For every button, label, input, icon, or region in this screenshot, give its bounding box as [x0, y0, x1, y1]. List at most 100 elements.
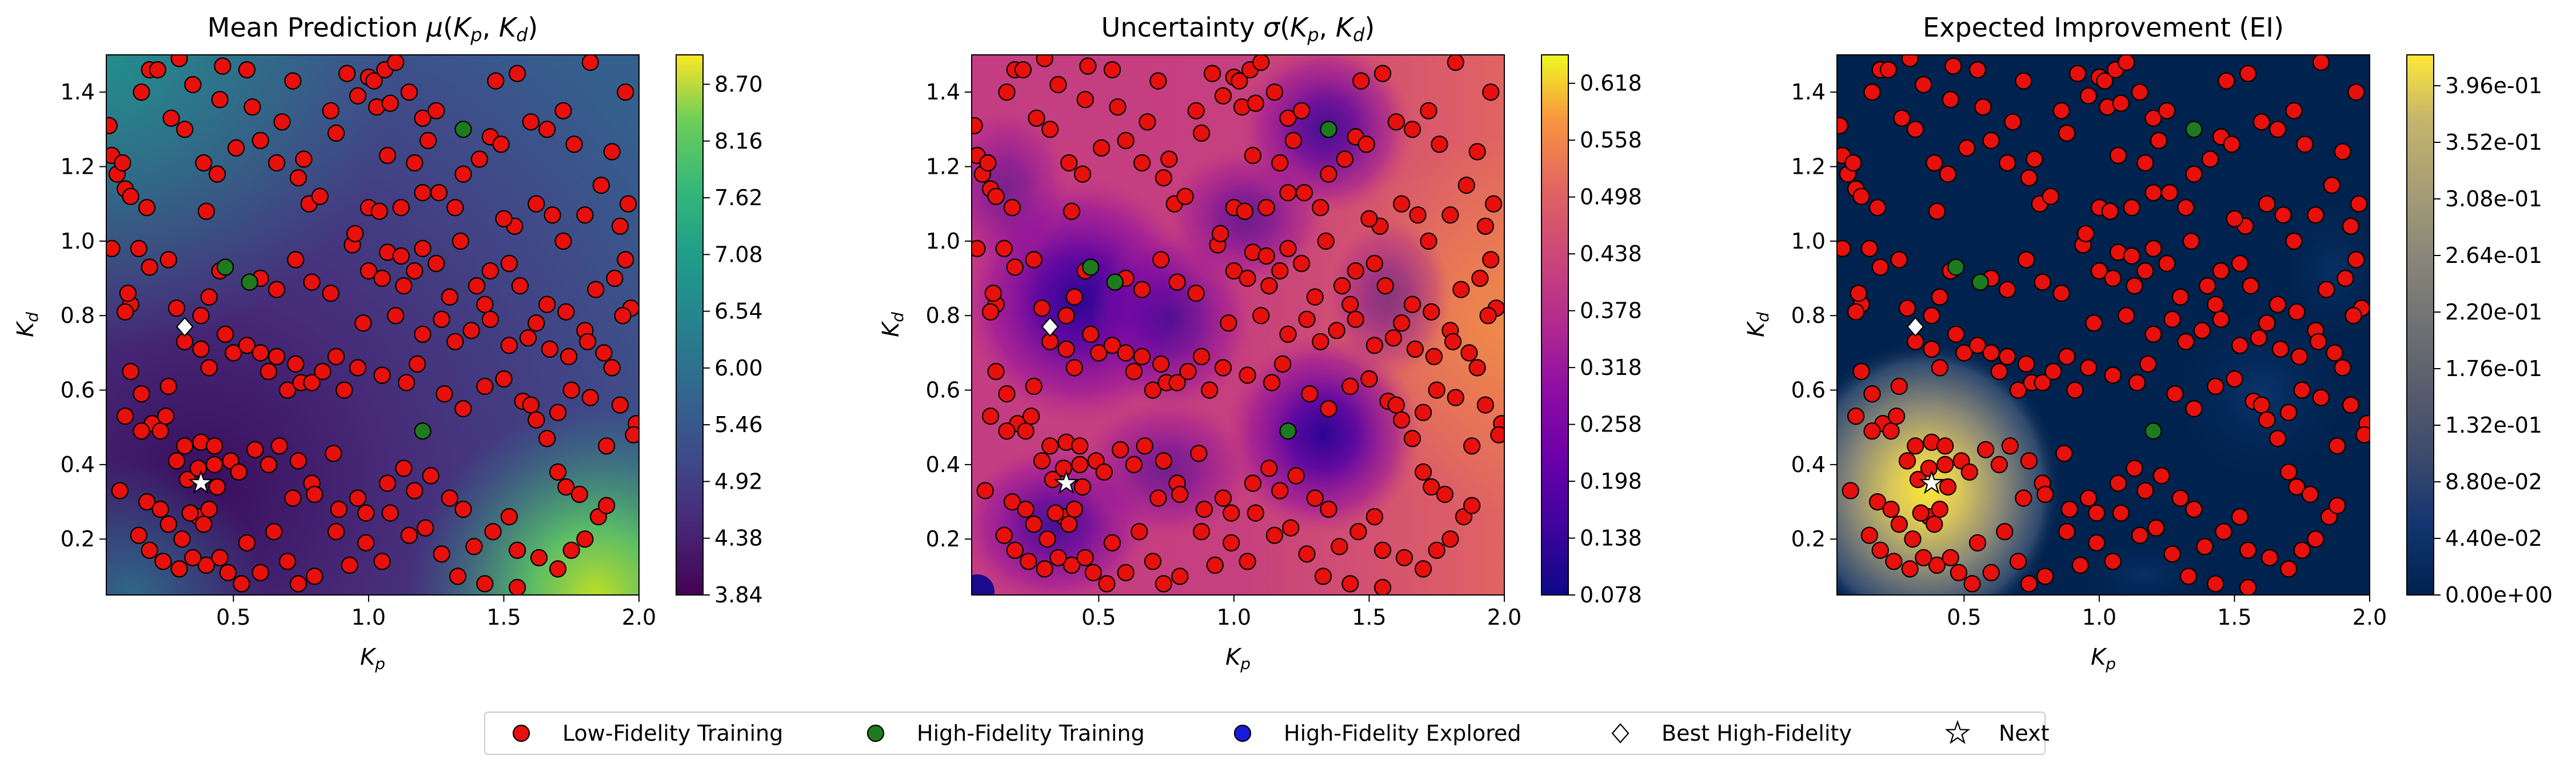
- low-fidelity-point: [408, 355, 426, 373]
- low-fidelity-point: [1098, 575, 1116, 593]
- low-fidelity-point: [1944, 57, 1962, 75]
- low-fidelity-point: [2171, 489, 2189, 507]
- low-fidelity-point: [1452, 281, 1470, 298]
- low-fidelity-point: [1415, 560, 1432, 578]
- low-fidelity-point: [595, 344, 613, 362]
- low-fidelity-point: [2034, 273, 2051, 291]
- uncertainty-colorbar: [1541, 54, 1569, 596]
- low-fidelity-point: [1463, 437, 1481, 455]
- low-fidelity-point: [1898, 299, 1916, 317]
- low-fidelity-point: [1955, 344, 1973, 362]
- low-fidelity-point: [1885, 553, 1903, 570]
- low-fidelity-point: [2199, 277, 2216, 295]
- high-fidelity-point: [2144, 422, 2162, 440]
- low-fidelity-point: [2326, 344, 2343, 362]
- low-fidelity-point: [1306, 489, 1324, 507]
- low-fidelity-point: [1025, 516, 1043, 533]
- low-fidelity-point: [2009, 381, 2027, 399]
- low-fidelity-point: [2069, 65, 2087, 82]
- low-fidelity-point: [1190, 445, 1208, 462]
- low-fidelity-point: [1214, 489, 1232, 507]
- low-fidelity-point: [200, 359, 218, 377]
- low-fidelity-point: [1006, 258, 1024, 276]
- low-fidelity-point: [1404, 121, 1421, 138]
- low-fidelity-point: [1928, 202, 1946, 220]
- x-tick-label: 1.0: [352, 605, 386, 630]
- low-fidelity-point: [117, 408, 134, 425]
- low-fidelity-point: [554, 102, 572, 119]
- low-fidelity-point: [2252, 396, 2270, 414]
- low-fidelity-point: [1471, 269, 1489, 287]
- legend-marker: [1944, 720, 1971, 744]
- low-fidelity-point: [1387, 396, 1405, 414]
- low-fidelity-point: [1195, 500, 1213, 518]
- low-fidelity-point: [1915, 76, 1932, 94]
- low-fidelity-point: [192, 340, 210, 358]
- low-fidelity-point: [1041, 437, 1059, 455]
- mean-points: [106, 55, 639, 595]
- low-fidelity-point: [1931, 359, 1948, 377]
- low-fidelity-point: [2112, 94, 2130, 112]
- low-fidelity-point: [2218, 72, 2235, 90]
- low-fidelity-point: [617, 251, 634, 269]
- low-fidelity-point: [1898, 452, 1916, 470]
- low-fidelity-point: [1374, 541, 1392, 559]
- low-fidelity-point: [1341, 575, 1359, 593]
- low-fidelity-point: [1133, 154, 1151, 172]
- low-fidelity-point: [2239, 541, 2257, 559]
- colorbar-tick-label: 0.138: [1580, 526, 1642, 551]
- low-fidelity-point: [2293, 541, 2311, 559]
- low-fidelity-point: [211, 91, 229, 109]
- low-fidelity-point: [981, 303, 1000, 321]
- low-fidelity-point: [1968, 534, 1987, 552]
- low-fidelity-point: [1393, 195, 1411, 213]
- low-fidelity-point: [2020, 452, 2038, 470]
- low-fidelity-point: [2104, 366, 2122, 384]
- low-fidelity-point: [1065, 500, 1083, 518]
- low-fidelity-point: [1206, 556, 1224, 574]
- legend-label: High-Fidelity Training: [917, 721, 1145, 746]
- low-fidelity-point: [2060, 500, 2078, 518]
- y-tick-label: 0.2: [61, 526, 95, 552]
- low-fidelity-point: [1347, 310, 1364, 328]
- low-fidelity-point: [2026, 150, 2043, 168]
- low-fidelity-point: [436, 385, 453, 403]
- colorbar-tick-label: 8.80e-02: [2445, 469, 2542, 494]
- low-fidelity-point: [1020, 553, 1037, 570]
- low-fidelity-point: [1057, 307, 1075, 325]
- low-fidelity-point: [454, 500, 472, 518]
- low-fidelity-point: [481, 262, 499, 280]
- low-fidelity-point: [2144, 109, 2162, 127]
- low-fidelity-point: [111, 482, 129, 500]
- low-fidelity-point: [265, 523, 283, 541]
- low-fidelity-point: [2144, 325, 2162, 343]
- low-fidelity-point: [614, 307, 632, 325]
- low-fidelity-point: [2231, 508, 2248, 526]
- low-fidelity-point: [2201, 150, 2219, 168]
- y-tick-label: 1.2: [61, 154, 95, 179]
- low-fidelity-point: [981, 408, 1000, 425]
- low-fidelity-point: [1912, 504, 1930, 522]
- low-fidelity-point: [170, 560, 188, 578]
- low-fidelity-point: [2271, 340, 2289, 358]
- low-fidelity-point: [1095, 463, 1113, 481]
- low-fidelity-point: [1441, 530, 1459, 548]
- low-fidelity-point: [1033, 299, 1051, 317]
- low-fidelity-point: [1931, 500, 1948, 518]
- colorbar-tick-label: 0.078: [1580, 582, 1642, 608]
- low-fidelity-point: [1420, 232, 1437, 250]
- low-fidelity-point: [1055, 460, 1073, 477]
- low-fidelity-point: [549, 463, 567, 481]
- low-fidelity-point: [1073, 478, 1092, 496]
- low-fidelity-point: [2020, 169, 2038, 187]
- low-fidelity-point: [1447, 55, 1464, 71]
- low-fidelity-point: [1837, 117, 1848, 134]
- low-fidelity-point: [2196, 538, 2214, 556]
- low-fidelity-point: [2128, 374, 2146, 392]
- low-fidelity-point: [2261, 549, 2279, 566]
- low-fidelity-point: [2288, 303, 2306, 321]
- low-fidelity-point: [500, 508, 518, 526]
- low-fidelity-point: [1274, 355, 1292, 373]
- low-fidelity-point: [357, 534, 375, 552]
- low-fidelity-point: [528, 314, 545, 332]
